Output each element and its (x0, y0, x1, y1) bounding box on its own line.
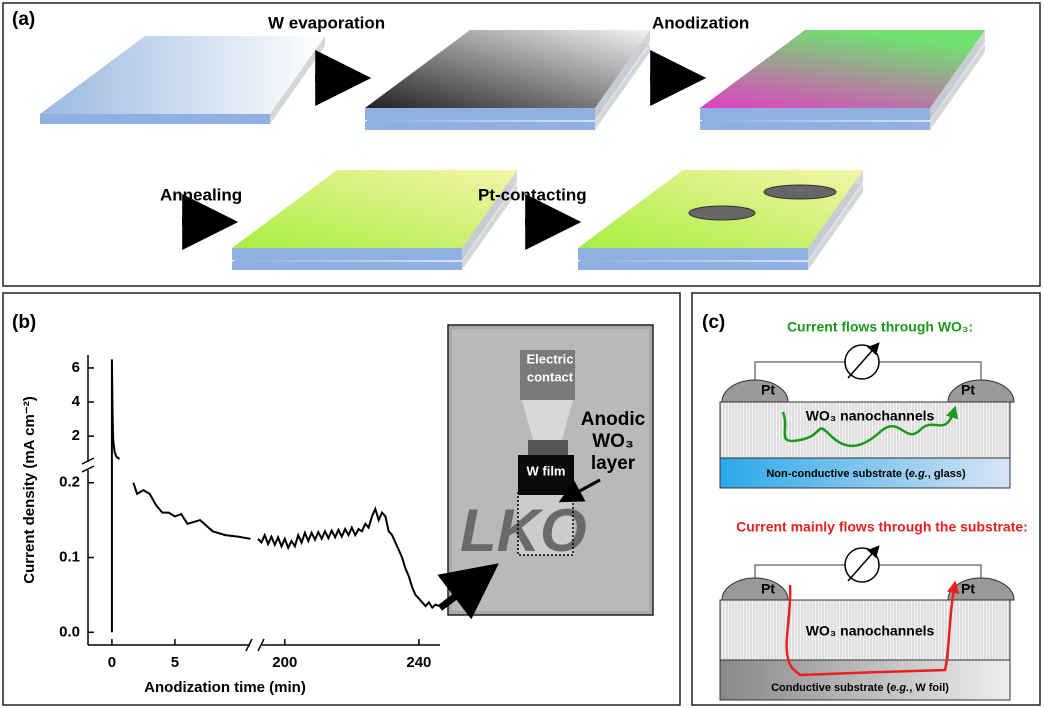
data-line (258, 509, 439, 608)
plate-front (578, 248, 808, 260)
text-part: , W foil) (909, 682, 949, 694)
pt-contact (764, 185, 836, 199)
step-label: Annealing (160, 185, 242, 204)
step-label: Anodization (652, 13, 749, 32)
y-tick-label: 4 (72, 393, 81, 410)
plate-front (578, 262, 808, 270)
pt-label: Pt (961, 581, 975, 597)
step-label: W evaporation (268, 13, 385, 32)
photo-label: W film (527, 463, 566, 478)
panel-label: (c) (702, 312, 725, 333)
device-title: Current mainly flows through the substra… (736, 519, 1028, 535)
photo-label: contact (527, 369, 574, 384)
substrate-label: Conductive substrate (e.g., W foil) (771, 682, 949, 694)
text-part: Conductive substrate ( (771, 682, 891, 694)
pt-contact (689, 206, 755, 220)
plate-front (232, 262, 462, 270)
y-tick-label: 0.2 (59, 474, 80, 491)
plate-front (700, 122, 930, 130)
plate-front (700, 108, 930, 120)
x-tick-label: 5 (171, 654, 179, 671)
text-part: e.g. (890, 682, 909, 694)
y-tick-label: 6 (72, 359, 80, 376)
substrate-label: Non-conductive substrate (e.g., glass) (766, 468, 966, 480)
layer-label: WO₃ nanochannels (806, 408, 935, 424)
x-axis-label: Anodization time (min) (144, 679, 306, 696)
text-part: e.g. (909, 468, 928, 480)
text-part: Non-conductive substrate ( (766, 468, 909, 480)
x-tick-label: 0 (108, 654, 116, 671)
layer-label: WO₃ nanochannels (806, 623, 935, 639)
pt-label: Pt (761, 581, 775, 597)
y-tick-label: 0.0 (59, 623, 80, 640)
x-tick-label: 200 (272, 654, 297, 671)
photo-label: layer (591, 453, 636, 474)
panel-label: (b) (12, 312, 36, 333)
plate-front (365, 122, 595, 130)
photo-label: WO₃ (592, 431, 634, 452)
pt-label: Pt (761, 382, 775, 398)
pt-label: Pt (961, 382, 975, 398)
y-axis-label: Current density (mA cm⁻²) (21, 396, 38, 583)
data-line (112, 359, 120, 632)
plate-front (232, 248, 462, 260)
plate-front (365, 108, 595, 120)
y-tick-label: 0.1 (59, 548, 80, 565)
text-part: , glass) (928, 468, 966, 480)
chart: 0.0 0.1 0.2 2 4 6 0 5 200 240 (59, 359, 439, 671)
photo-label: Anodic (581, 409, 646, 430)
plate-front (40, 114, 270, 124)
y-tick-label: 2 (72, 427, 80, 444)
figure: (a) W evaporation Anodization Annealing … (0, 0, 1044, 708)
step-label: Pt-contacting (478, 185, 587, 204)
process-diagram (40, 30, 985, 270)
axes (82, 355, 440, 651)
x-tick-label: 240 (406, 654, 431, 671)
data-line (133, 483, 250, 539)
device-title: Current flows through WO₃: (787, 319, 973, 335)
photo-label: Electric (527, 351, 574, 366)
svg-text:LKO: LKO (460, 497, 587, 564)
panel-label: (a) (12, 9, 35, 30)
